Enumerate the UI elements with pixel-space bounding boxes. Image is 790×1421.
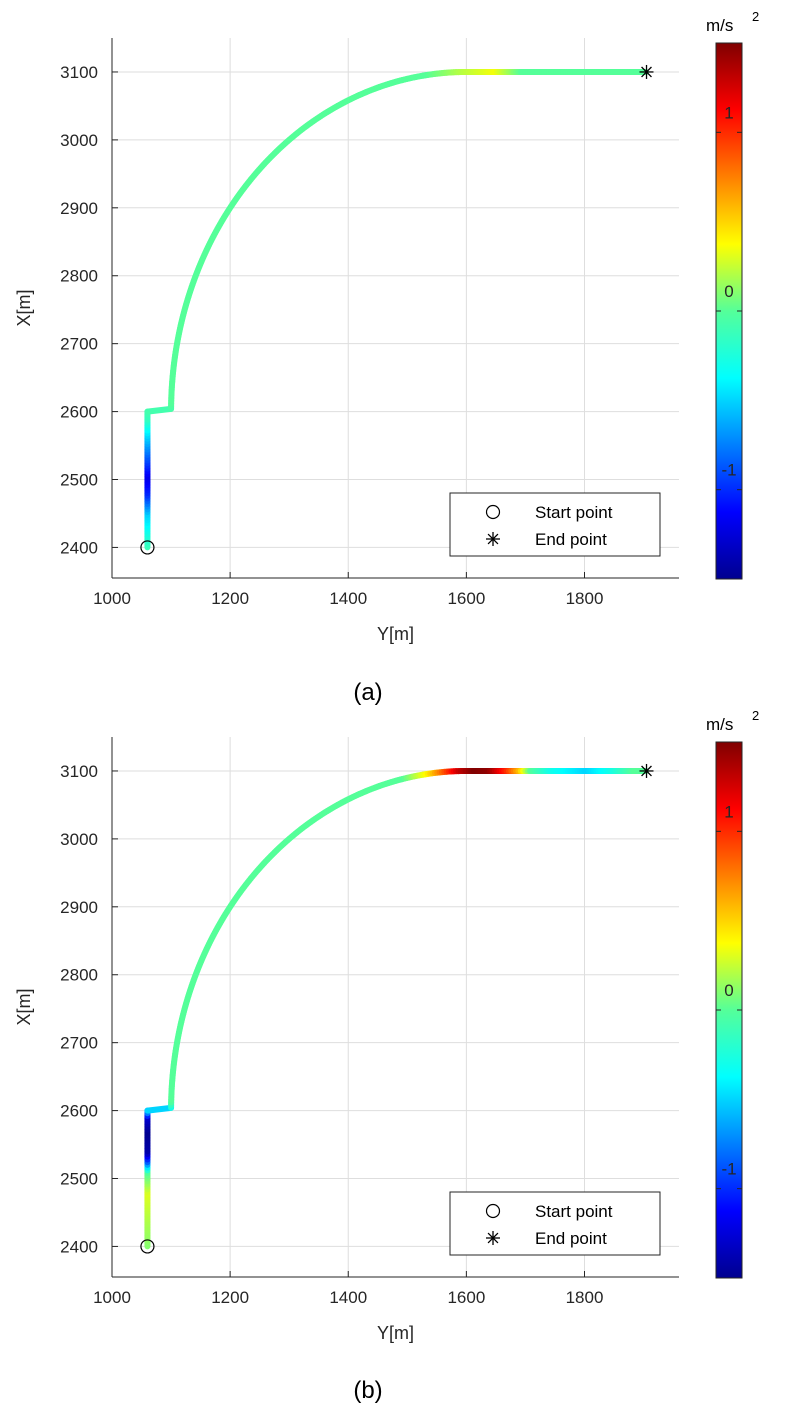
y-tick-label: 2900 (60, 199, 98, 218)
asterisk-stroke (487, 1232, 499, 1244)
legend-end-label: End point (535, 1229, 607, 1248)
x-tick-label: 1000 (93, 589, 131, 608)
x-tick-label: 1400 (329, 1288, 367, 1307)
colorbar-ticks: 1 0 -1 (716, 802, 742, 1190)
y-axis-label: X[m] (14, 289, 34, 326)
trajectory-path (144, 767, 649, 1250)
chart-panel-b: 1000 1200 1400 1600 1800 2400 2500 2600 2700 280… (14, 708, 759, 1404)
colorbar: 1 0 -1 m/s 2 (706, 708, 759, 1279)
legend-circle-symbol (485, 504, 501, 520)
legend-box (449, 492, 661, 557)
y-tick-label: 2400 (60, 538, 98, 557)
start-point-marker (140, 1239, 155, 1254)
legend-start-marker (485, 1203, 501, 1219)
asterisk-stroke (487, 533, 499, 545)
colorbar-tick-label: 1 (724, 103, 733, 122)
y-tick-label: 3000 (60, 131, 98, 150)
legend-start-label: Start point (535, 1202, 613, 1221)
legend-asterisk-symbol (486, 1231, 500, 1245)
colorbar-unit-exponent: 2 (752, 708, 759, 723)
x-tick-labels: 1000 1200 1400 1600 1800 (93, 1288, 603, 1307)
colorbar-tick-label: 1 (724, 802, 733, 821)
x-tick-labels: 1000 1200 1400 1600 1800 (93, 589, 603, 608)
grid-lines (112, 38, 679, 578)
colorbar-tick-label: -1 (721, 1160, 736, 1179)
start-point-marker (140, 540, 155, 555)
legend-circle-symbol (485, 1203, 501, 1219)
trajectory-path (144, 68, 649, 551)
y-tick-label: 2600 (60, 1102, 98, 1121)
x-tick-label: 1800 (566, 589, 604, 608)
panel-label-b: (b) (353, 1377, 382, 1404)
y-tick-labels: 2400 2500 2600 2700 2800 2900 3000 3100 (60, 63, 98, 557)
trajectory-segment (144, 1104, 175, 1114)
asterisk-stroke (641, 765, 652, 777)
y-tick-label: 2700 (60, 1034, 98, 1053)
colorbar-tick-label: 0 (724, 981, 733, 1000)
colorbar-tick-label: -1 (721, 461, 736, 480)
asterisk-stroke (641, 66, 652, 78)
y-tick-label: 2400 (60, 1237, 98, 1256)
colorbar-unit: m/s (706, 16, 733, 35)
legend-end-marker (486, 1231, 500, 1245)
grid-lines (112, 737, 679, 1277)
legend-start-marker (485, 504, 501, 520)
y-tick-label: 2700 (60, 335, 98, 354)
y-tick-label: 2900 (60, 898, 98, 917)
x-tick-label: 1400 (329, 589, 367, 608)
y-tick-label: 2500 (60, 1170, 98, 1189)
chart-panel-a: 1000 1200 1400 1600 1800 2400 2500 2600 2700 280… (14, 9, 759, 706)
x-axis-label: Y[m] (377, 624, 414, 644)
legend-end-label: End point (535, 530, 607, 549)
end-point-marker (639, 763, 654, 778)
y-tick-labels: 2400 2500 2600 2700 2800 2900 3000 3100 (60, 762, 98, 1256)
x-tick-label: 1600 (447, 589, 485, 608)
colorbar-tick-label: 0 (724, 282, 733, 301)
x-axis-label: Y[m] (377, 1323, 414, 1343)
y-tick-label: 2600 (60, 403, 98, 422)
start-end-markers (140, 763, 654, 1254)
y-tick-label: 3000 (60, 830, 98, 849)
axes (111, 737, 679, 1278)
x-tick-label: 1000 (93, 1288, 131, 1307)
x-tick-label: 1200 (211, 1288, 249, 1307)
y-tick-label: 2500 (60, 471, 98, 490)
legend-box (449, 1191, 661, 1256)
x-tick-label: 1800 (566, 1288, 604, 1307)
x-tick-label: 1200 (211, 589, 249, 608)
legend-asterisk-symbol (486, 532, 500, 546)
legend: Start point End point (449, 492, 661, 557)
legend-start-label: Start point (535, 503, 613, 522)
y-tick-label: 3100 (60, 762, 98, 781)
y-tick-label: 2800 (60, 267, 98, 286)
y-tick-label: 2800 (60, 966, 98, 985)
colorbar-ticks: 1 0 -1 (716, 103, 742, 491)
legend-end-marker (486, 532, 500, 546)
trajectory-segment (144, 405, 175, 415)
colorbar: 1 0 -1 m/s 2 (706, 9, 759, 580)
axes (111, 38, 679, 579)
x-tick-label: 1600 (447, 1288, 485, 1307)
start-end-markers (140, 64, 654, 555)
legend: Start point End point (449, 1191, 661, 1256)
colorbar-unit-exponent: 2 (752, 9, 759, 24)
end-point-marker (639, 64, 654, 79)
y-axis-label: X[m] (14, 988, 34, 1025)
panel-label-a: (a) (353, 679, 382, 706)
y-tick-label: 3100 (60, 63, 98, 82)
colorbar-unit: m/s (706, 715, 733, 734)
